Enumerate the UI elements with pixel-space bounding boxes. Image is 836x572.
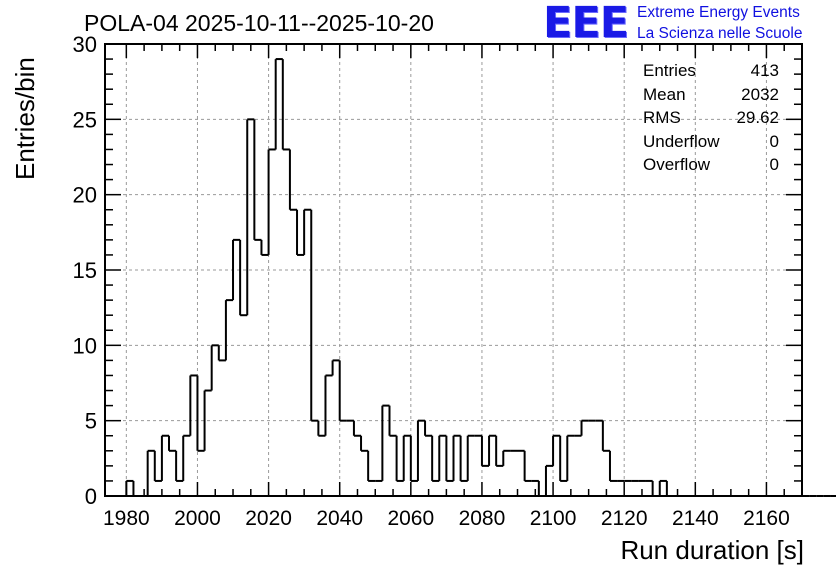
stats-label: Overflow [643, 155, 711, 174]
stats-value: 413 [750, 61, 779, 80]
y-tick-label: 15 [73, 258, 97, 283]
x-tick-label: 2120 [601, 507, 648, 530]
stats-value: 29.62 [736, 108, 779, 127]
stats-value: 2032 [741, 84, 779, 104]
x-tick-label: 1980 [103, 507, 150, 530]
x-tick-label: 2000 [174, 507, 221, 530]
stats-label: Mean [643, 84, 686, 104]
x-tick-label: 2080 [459, 507, 506, 530]
stats-label: Underflow [643, 131, 720, 151]
x-tick-label: 2060 [387, 507, 434, 530]
stats-label: Entries [643, 61, 696, 80]
stats-row-mean: Mean 2032 [643, 84, 779, 108]
x-tick-label: 2160 [743, 507, 790, 530]
logo-line-2: La Scienza nelle Scuole [637, 25, 803, 42]
stats-row-entries: Entries 413 [643, 60, 779, 84]
stats-label: RMS [643, 108, 681, 127]
x-tick-label: 2020 [245, 507, 292, 530]
x-axis-label: Run duration [s] [620, 535, 804, 565]
y-tick-label: 30 [73, 32, 97, 57]
eee-logo: EEE [543, 0, 629, 48]
x-tick-label: 2100 [530, 507, 577, 530]
stats-box: Entries 413 Mean 2032 RMS 29.62 Underflow 0 … [643, 60, 779, 178]
stats-value: 0 [769, 155, 779, 174]
logo-line-1: Extreme Energy Events [637, 4, 800, 21]
stats-row-overflow: Overflow 0 [643, 154, 779, 178]
stats-row-underflow: Underflow 0 [643, 131, 779, 155]
x-tick-label: 2040 [316, 507, 363, 530]
y-tick-label: 10 [73, 333, 97, 358]
stats-row-rms: RMS 29.62 [643, 107, 779, 131]
y-tick-label: 5 [85, 409, 97, 434]
y-tick-label: 0 [85, 484, 97, 509]
y-tick-label: 20 [73, 183, 97, 208]
stats-value: 0 [769, 131, 779, 151]
y-tick-label: 25 [73, 107, 97, 132]
x-tick-label: 2140 [672, 507, 719, 530]
chart-title: POLA-04 2025-10-11--2025-10-20 [84, 10, 434, 36]
y-axis-label: Entries/bin [10, 57, 40, 180]
